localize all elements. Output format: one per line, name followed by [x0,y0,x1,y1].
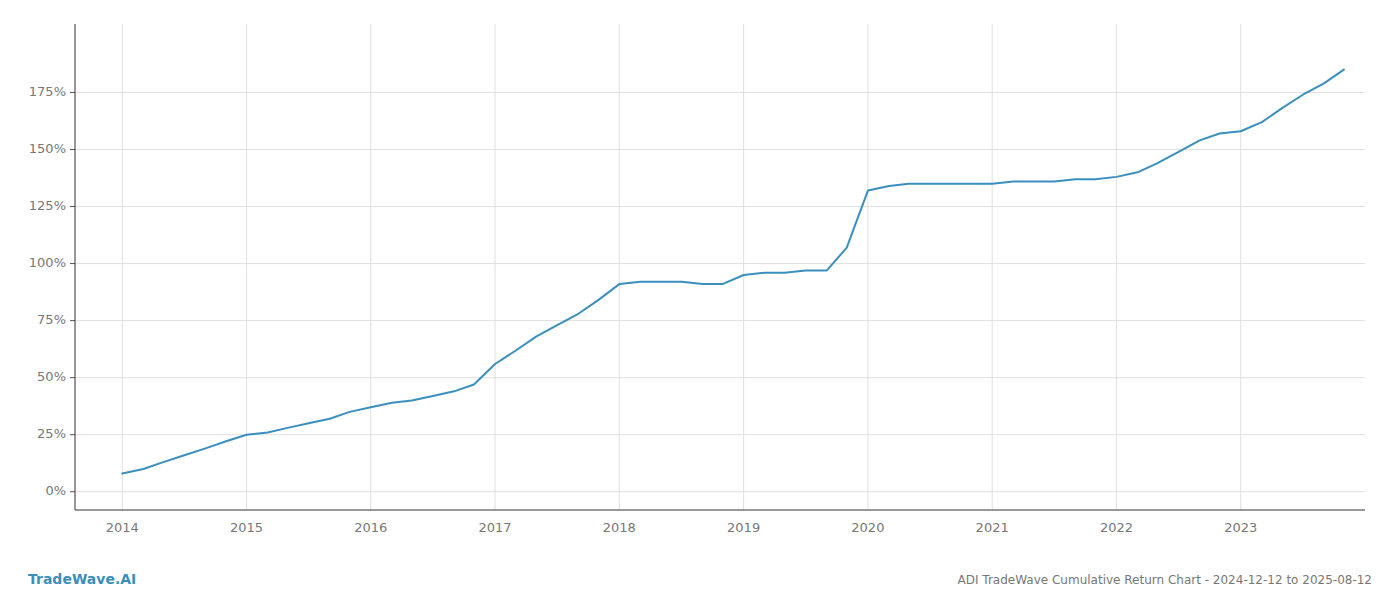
x-tick-label: 2014 [106,520,139,535]
chart: 0% 25% 50% 75% 100% 125% 150% 175% 2014 2015 2016 2… [0,0,1400,600]
x-grid-line [1240,24,1241,510]
x-grid-line [992,24,993,510]
y-grid-line [75,92,1365,93]
y-tick [70,149,75,150]
y-tick [70,206,75,207]
y-grid-line [75,491,1365,492]
x-grid-line [122,24,123,510]
y-tick-label: 50% [37,369,66,384]
axes: 0% 25% 50% 75% 100% 125% 150% 175% 2014 2015 2016 2… [29,24,1365,535]
x-tick-label: 2020 [851,520,884,535]
y-tick-label: 125% [29,198,66,213]
title: ADI TradeWave Cumulative Return Chart - … [958,573,1372,587]
y-grid-line [75,377,1365,378]
x-tick-label: 2015 [230,520,263,535]
y-tick-label: 100% [29,255,66,270]
x-tick-label: 2023 [1224,520,1257,535]
x-tick-label: 2021 [976,520,1009,535]
x-tick-label: 2017 [479,520,512,535]
x-grid-line [619,24,620,510]
x-grid-line [1116,24,1117,510]
grid [75,24,1365,510]
y-tick [70,434,75,435]
y-grid-line [75,320,1365,321]
x-tick-label: 2019 [727,520,760,535]
y-grid-line [75,149,1365,150]
x-tick-label: 2022 [1100,520,1133,535]
x-grid-line [743,24,744,510]
x-grid-line [495,24,496,510]
y-tick [70,377,75,378]
y-tick [70,320,75,321]
y-grid-line [75,434,1365,435]
x-grid-line [370,24,371,510]
return-line [122,70,1344,474]
x-tick-label: 2018 [603,520,636,535]
y-tick [70,263,75,264]
y-tick-label: 150% [29,141,66,156]
x-tick-label: 2016 [354,520,387,535]
y-tick-label: 0% [45,483,66,498]
y-grid-line [75,206,1365,207]
x-axis-line [75,510,1365,511]
watermark: TradeWave.AI [28,571,136,587]
y-grid-line [75,263,1365,264]
y-tick [70,491,75,492]
x-grid-line [867,24,868,510]
plot-area [122,70,1344,474]
y-tick [70,92,75,93]
x-grid-line [246,24,247,510]
y-axis-line [75,24,76,510]
y-tick-label: 25% [37,426,66,441]
y-tick-label: 175% [29,84,66,99]
y-tick-label: 75% [37,312,66,327]
